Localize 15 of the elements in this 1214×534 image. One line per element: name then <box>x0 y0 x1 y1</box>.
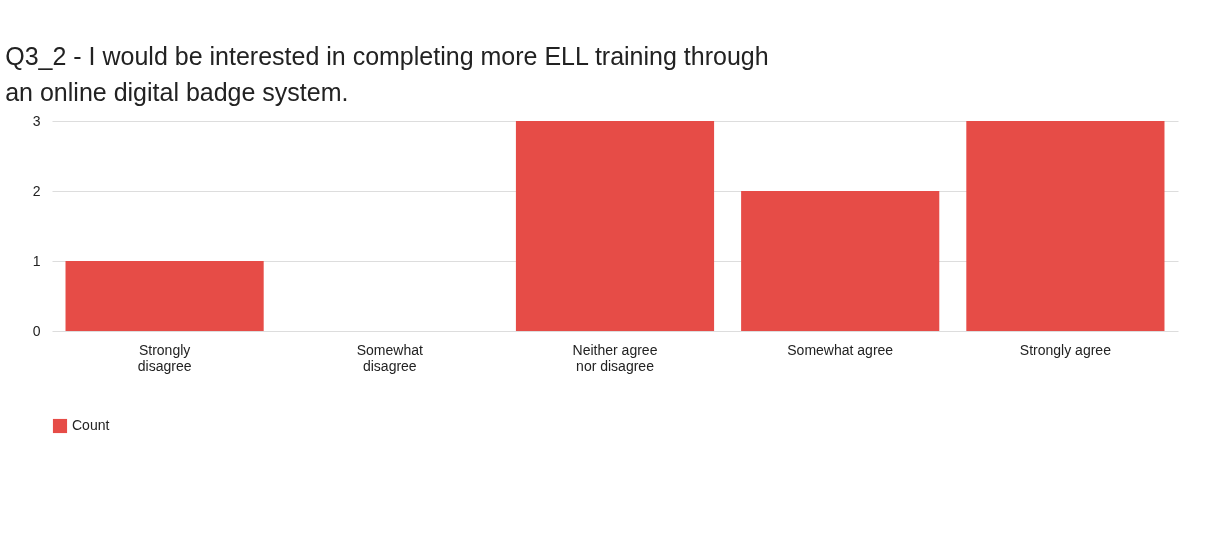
y-tick-label: 3 <box>32 112 41 129</box>
chart-title: Q3_2 - I would be interested in completing more ELL training through an online digital badge system. <box>5 42 769 106</box>
legend-label: Count <box>72 417 110 433</box>
bar <box>966 121 1165 331</box>
y-tick-label: 1 <box>32 252 41 269</box>
x-tick-label: Strongly agree <box>1019 341 1112 358</box>
x-tick-label: Neither agree nor disagree <box>572 341 658 374</box>
bar <box>515 121 715 331</box>
bar <box>741 191 940 331</box>
y-tick-label: 2 <box>32 182 41 199</box>
bar <box>65 261 264 331</box>
x-tick-label: Somewhat disagree <box>356 341 423 374</box>
x-tick-label: Strongly disagree <box>137 341 192 374</box>
y-tick-label: 0 <box>32 322 41 339</box>
x-tick-label: Somewhat agree <box>787 341 894 358</box>
